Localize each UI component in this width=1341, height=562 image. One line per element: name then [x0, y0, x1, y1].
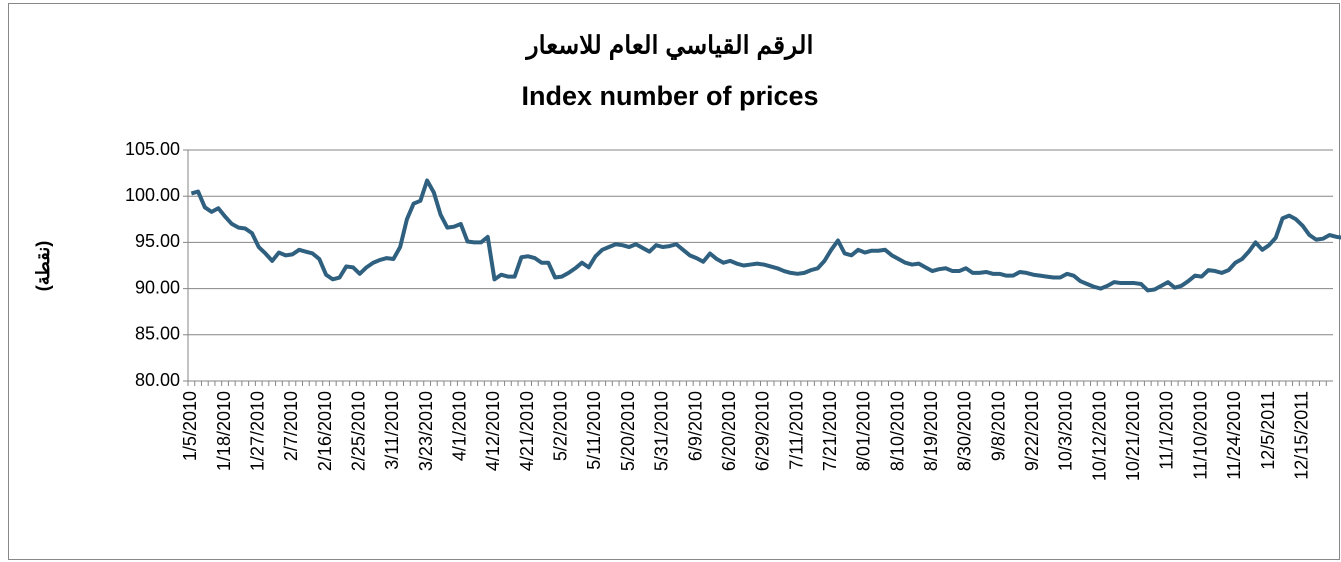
x-tick-label: 7/21/2010: [820, 391, 840, 471]
x-tick-label: 4/21/2010: [517, 391, 537, 471]
y-tick-label: 95.00: [135, 231, 180, 251]
x-tick-label: 5/31/2010: [652, 391, 672, 471]
x-tick-label: 4/1/2010: [450, 391, 470, 461]
y-axis-label: (نقطة): [33, 241, 53, 292]
y-tick-label: 85.00: [135, 324, 180, 344]
y-tick-label: 100.00: [125, 185, 180, 205]
x-tick-label: 8/10/2010: [887, 391, 907, 471]
x-tick-label: 8/30/2010: [955, 391, 975, 471]
x-tick-label: 9/8/2010: [988, 391, 1008, 461]
x-tick-label: 11/1/2010: [1157, 391, 1177, 470]
chart-title: الرقم القياسي العام للاسعار: [525, 32, 814, 61]
x-tick-label: 11/24/2010: [1224, 391, 1244, 480]
x-tick-label: 2/16/2010: [315, 391, 335, 471]
x-tick-label: 7/11/2010: [786, 391, 806, 470]
y-tick-label: 80.00: [135, 370, 180, 390]
x-tick-label: 11/10/2010: [1190, 391, 1210, 480]
x-tick-label: 1/18/2010: [214, 391, 234, 471]
y-tick-label: 90.00: [135, 277, 180, 297]
x-tick-label: 2/7/2010: [281, 391, 301, 461]
x-tick-label: 10/21/2010: [1123, 391, 1143, 481]
x-tick-label: 9/22/2010: [1022, 391, 1042, 471]
chart-subtitle: Index number of prices: [521, 81, 818, 111]
x-tick-label: 5/2/2010: [551, 391, 571, 461]
line-series: [190, 178, 1341, 293]
x-tick-label: 4/12/2010: [483, 391, 503, 471]
x-tick-label: 2/25/2010: [349, 391, 369, 471]
x-tick-label: 6/20/2010: [719, 391, 739, 471]
x-tick-label: 6/9/2010: [685, 391, 705, 461]
x-tick-label: 3/11/2010: [382, 391, 402, 470]
x-tick-label: 6/29/2010: [753, 391, 773, 471]
x-tick-label: 10/12/2010: [1089, 391, 1109, 481]
x-tick-label: 3/23/2010: [416, 391, 436, 471]
x-tick-label: 8/19/2010: [921, 391, 941, 471]
y-tick-label: 105.00: [125, 139, 180, 159]
x-tick-label: 12/15/2011: [1291, 391, 1311, 480]
x-tick-label: 12/5/2011: [1258, 391, 1278, 470]
x-tick-label: 5/20/2010: [618, 391, 638, 471]
x-tick-label: 1/5/2010: [180, 391, 200, 461]
x-tick-label: 1/27/2010: [247, 391, 267, 471]
x-tick-label: 8/01/2010: [854, 391, 874, 471]
x-tick-label: 10/3/2010: [1056, 391, 1076, 471]
x-tick-label: 5/11/2010: [584, 391, 604, 470]
